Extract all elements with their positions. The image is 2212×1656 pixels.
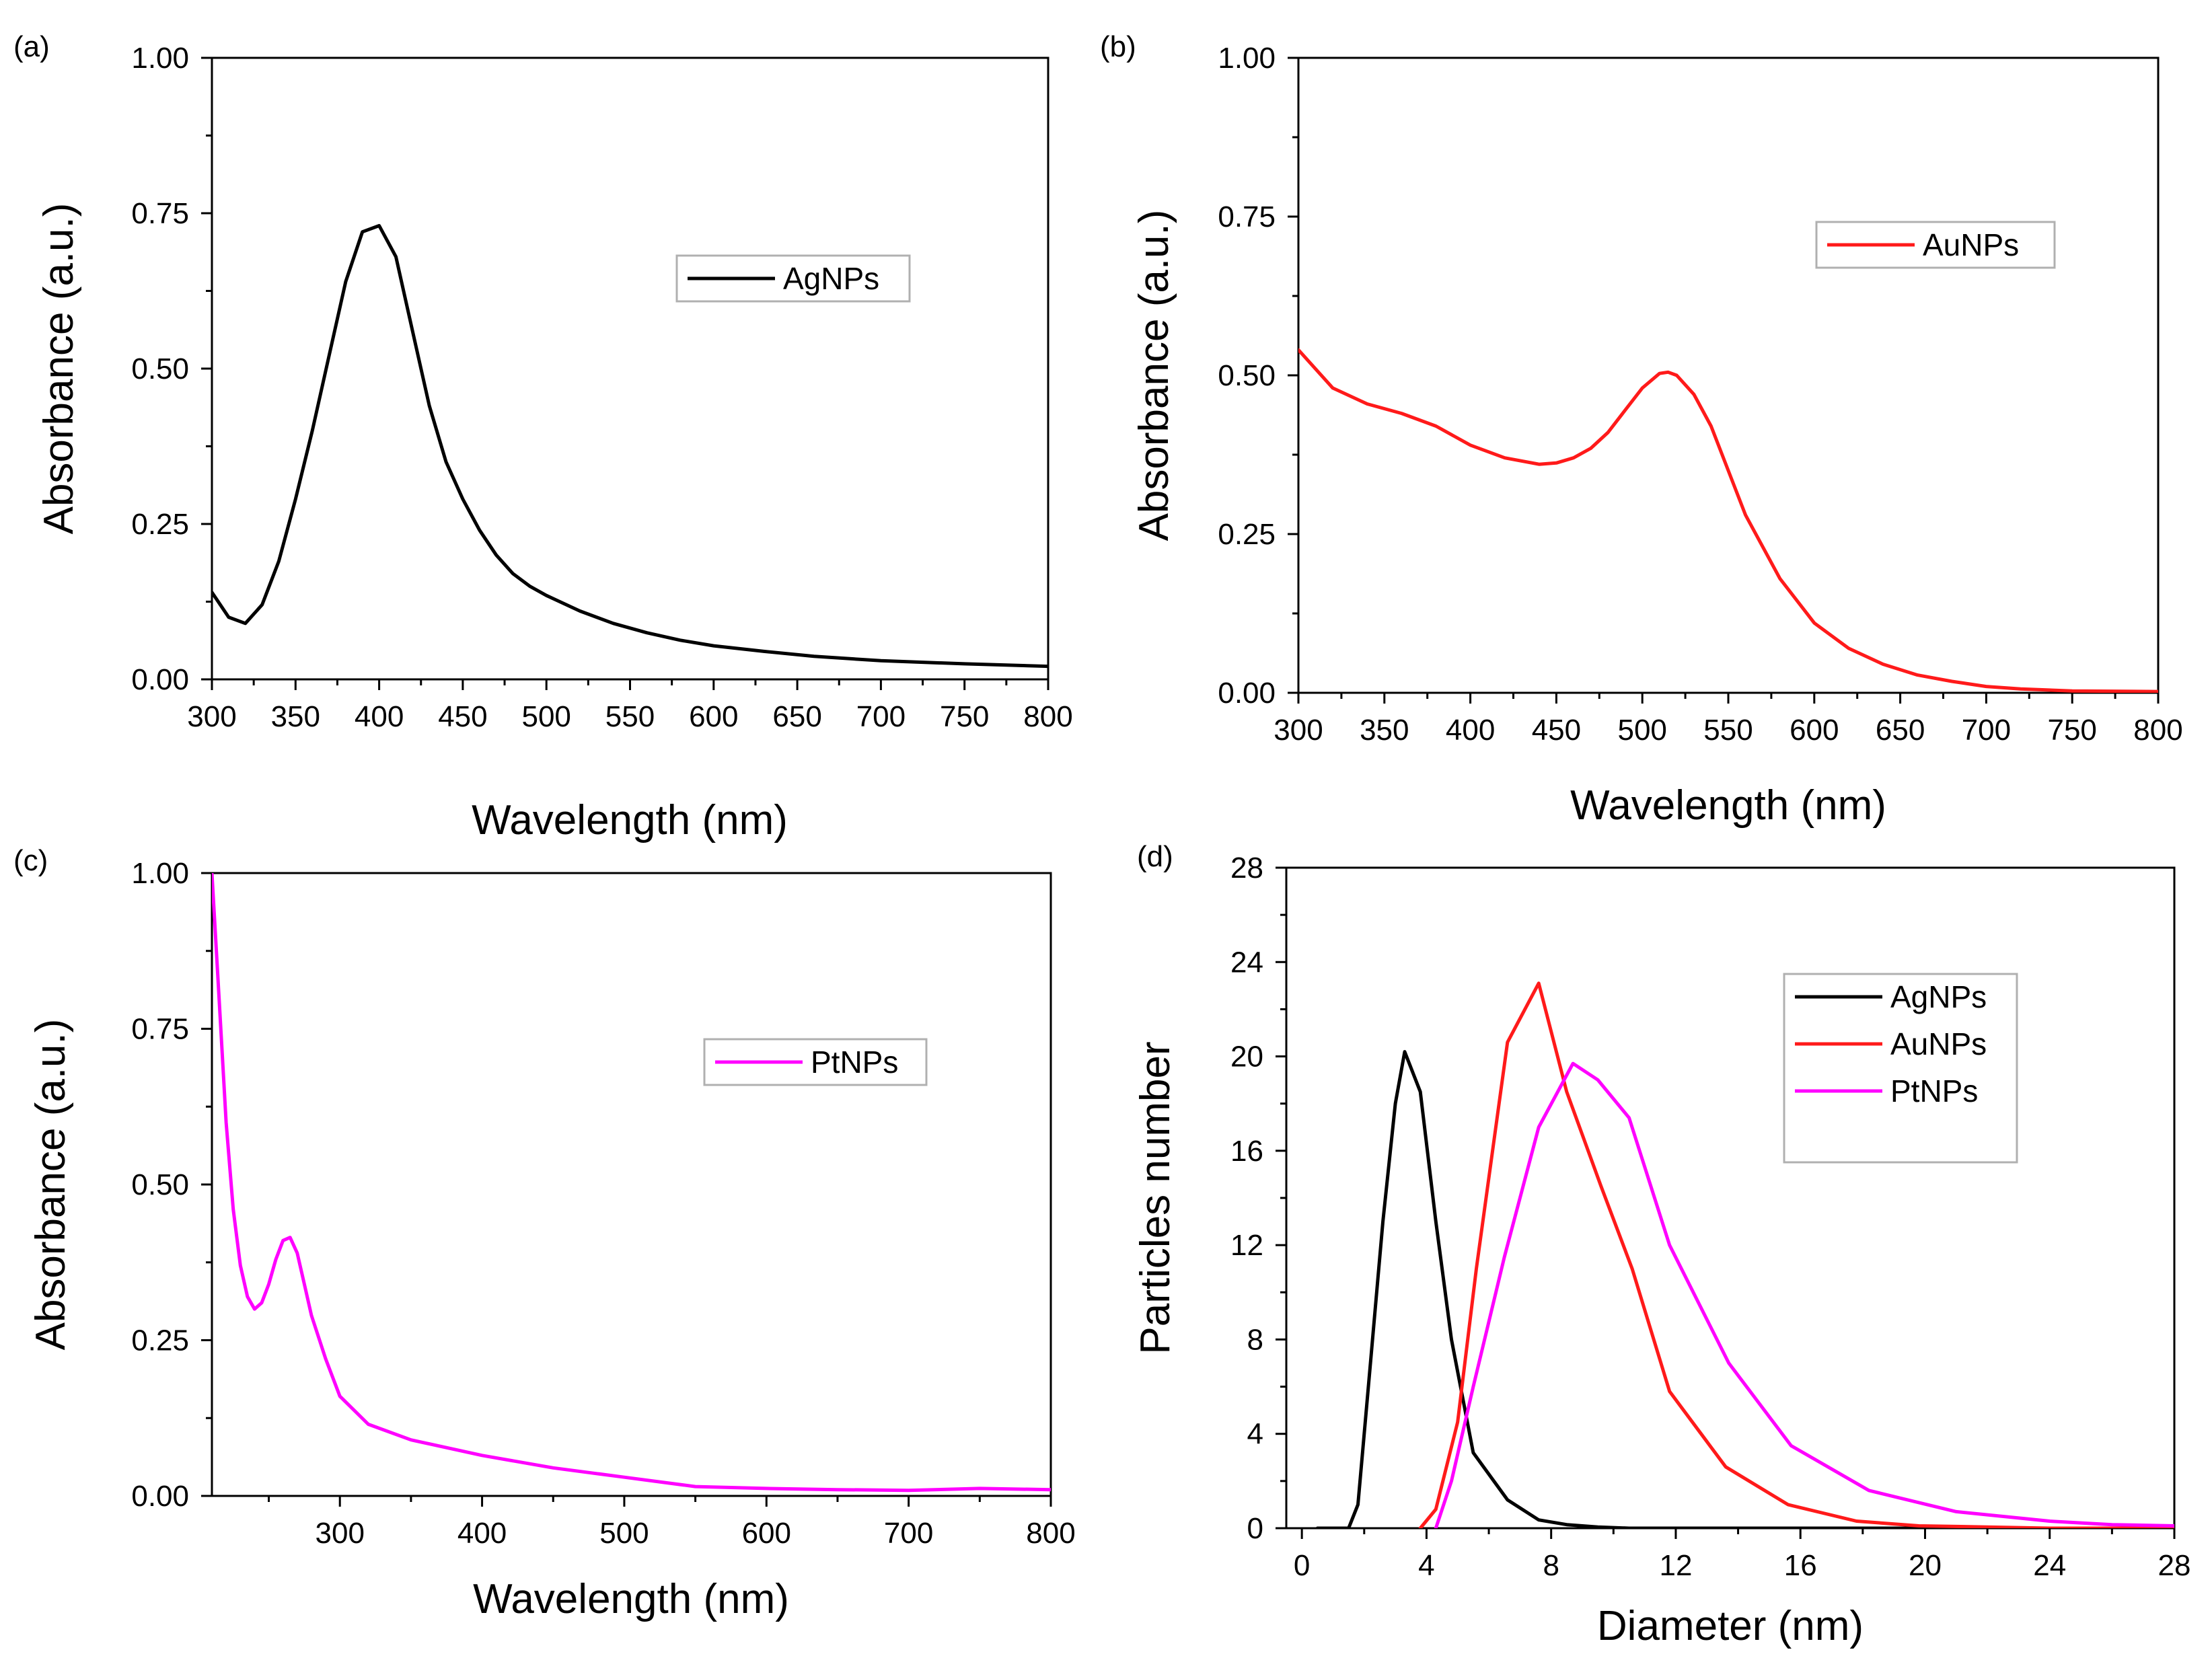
y-tick-label: 12 <box>1230 1229 1263 1262</box>
y-tick-label: 0.25 <box>131 1324 189 1357</box>
legend: AgNPs <box>675 254 911 303</box>
x-tick-label: 400 <box>457 1517 507 1550</box>
y-tick-label: 1.00 <box>1218 42 1276 75</box>
x-tick-label: 16 <box>1784 1549 1817 1582</box>
y-tick-label: 0.75 <box>131 197 189 230</box>
legend: PtNPs <box>703 1038 928 1086</box>
x-tick-label: 4 <box>1418 1549 1434 1582</box>
panel-label: (b) <box>1100 30 1136 63</box>
legend-box <box>1783 973 2018 1164</box>
x-tick-label: 500 <box>1617 714 1666 747</box>
y-tick-label: 0.75 <box>131 1013 189 1046</box>
y-tick-label: 28 <box>1230 852 1263 885</box>
y-axis-title: Absorbance (a.u.) <box>28 1019 74 1351</box>
x-tick-label: 700 <box>1962 714 2011 747</box>
x-tick-label: 450 <box>438 700 487 733</box>
y-tick-label: 20 <box>1230 1041 1263 1074</box>
legend-label: AuNPs <box>1890 1026 1987 1061</box>
plot-frame <box>1285 866 2176 1530</box>
legend-label: AuNPs <box>1923 227 2019 262</box>
x-tick-label: 0 <box>1294 1549 1310 1582</box>
x-tick-label: 650 <box>772 700 821 733</box>
y-tick-label: 0.75 <box>1218 200 1276 233</box>
y-tick-label: 0.50 <box>131 352 189 385</box>
x-tick-label: 350 <box>1360 714 1409 747</box>
x-axis-title: Wavelength (nm) <box>1570 782 1886 829</box>
legend-label: AgNPs <box>783 261 879 296</box>
x-tick-label: 24 <box>2033 1549 2066 1582</box>
y-axis-title: Absorbance (a.u.) <box>36 203 82 535</box>
legend-label: PtNPs <box>1890 1074 1978 1108</box>
x-tick-label: 12 <box>1659 1549 1692 1582</box>
x-tick-label: 400 <box>1446 714 1495 747</box>
legend: AgNPs AuNPs PtNPs <box>1783 973 2018 1164</box>
series-line-ptnps <box>212 873 1051 1493</box>
plot-frame <box>211 872 1052 1497</box>
y-tick-label: 8 <box>1247 1323 1263 1356</box>
legend-label: PtNPs <box>811 1045 898 1080</box>
series-line-aunps <box>1418 981 2174 1528</box>
x-tick-label: 20 <box>1909 1549 1942 1582</box>
y-tick-label: 0.00 <box>131 663 189 696</box>
x-tick-label: 28 <box>2158 1549 2191 1582</box>
x-tick-label: 400 <box>355 700 404 733</box>
y-tick-label: 0.50 <box>1218 359 1276 392</box>
plot-frame <box>211 57 1049 681</box>
y-tick-label: 4 <box>1247 1418 1263 1451</box>
x-tick-label: 750 <box>940 700 989 733</box>
x-tick-label: 300 <box>316 1517 365 1550</box>
series-line-agnps <box>1315 1050 2174 1528</box>
x-tick-label: 300 <box>1274 714 1323 747</box>
y-tick-label: 0.50 <box>131 1168 189 1201</box>
x-tick-label: 550 <box>605 700 655 733</box>
legend-label: AgNPs <box>1890 979 1987 1014</box>
x-tick-label: 450 <box>1532 714 1581 747</box>
x-axis-title: Wavelength (nm) <box>473 1576 789 1622</box>
x-tick-label: 600 <box>1790 714 1839 747</box>
panel-label: (c) <box>13 844 48 877</box>
x-tick-label: 700 <box>856 700 906 733</box>
x-tick-label: 500 <box>521 700 570 733</box>
x-tick-label: 8 <box>1543 1549 1559 1582</box>
x-tick-label: 700 <box>884 1517 933 1550</box>
plot-frame <box>1297 57 2160 694</box>
x-tick-label: 300 <box>187 700 236 733</box>
y-axis-title: Particles number <box>1132 1041 1179 1354</box>
x-tick-label: 600 <box>689 700 738 733</box>
y-tick-label: 24 <box>1230 946 1263 979</box>
series-line-aunps <box>1298 348 2158 693</box>
y-tick-label: 16 <box>1230 1135 1263 1168</box>
x-tick-label: 800 <box>1023 700 1072 733</box>
panel-c: (c) 300 400 500 600 700 800 0.00 0.25 0.50 0.75 1.0… <box>13 844 1076 1622</box>
series-line-ptnps <box>1434 1061 2174 1528</box>
panel-d: (d) 0 4 8 12 16 20 24 28 0 4 8 12 16 20 24 28 Diameter (n… <box>1132 840 2190 1649</box>
x-tick-label: 800 <box>1026 1517 1075 1550</box>
x-tick-label: 800 <box>2133 714 2182 747</box>
panel-label: (d) <box>1137 840 1173 873</box>
y-tick-label: 0.00 <box>1218 677 1276 710</box>
panel-a: (a) 300 350 400 450 500 550 600 650 700 750 800 0.00… <box>13 30 1073 843</box>
y-tick-label: 0.00 <box>131 1480 189 1513</box>
series-line-agnps <box>212 224 1048 669</box>
x-tick-label: 750 <box>2047 714 2096 747</box>
y-axis-title: Absorbance (a.u.) <box>1131 210 1177 541</box>
y-tick-label: 1.00 <box>131 42 189 75</box>
y-tick-label: 0 <box>1247 1512 1263 1545</box>
legend: AuNPs <box>1815 221 2056 269</box>
x-axis-title: Diameter (nm) <box>1597 1603 1864 1649</box>
x-tick-label: 650 <box>1876 714 1925 747</box>
x-tick-label: 600 <box>742 1517 791 1550</box>
y-tick-label: 0.25 <box>1218 518 1276 551</box>
y-tick-label: 1.00 <box>131 857 189 890</box>
panel-label: (a) <box>13 30 50 63</box>
x-axis-title: Wavelength (nm) <box>472 797 788 843</box>
y-tick-label: 0.25 <box>131 508 189 541</box>
x-tick-label: 500 <box>599 1517 649 1550</box>
x-tick-label: 550 <box>1703 714 1753 747</box>
panel-b: (b) 300 350 400 450 500 550 600 650 700 750 800 0.00… <box>1100 30 2183 829</box>
x-tick-label: 350 <box>271 700 320 733</box>
